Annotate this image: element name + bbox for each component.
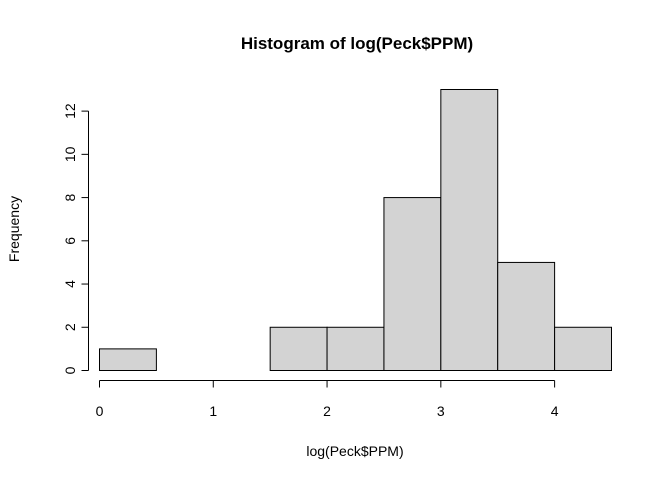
histogram-bar — [383, 197, 442, 371]
histogram-bar — [99, 348, 157, 371]
y-tick-label: 6 — [62, 237, 78, 245]
y-axis: 0 2 4 6 8 10 12 — [62, 103, 89, 374]
histogram-bar — [554, 326, 612, 371]
chart-title: Histogram of log(Peck$PPM) — [241, 34, 473, 53]
histogram-bar — [326, 326, 385, 371]
x-axis: 0 1 2 3 4 — [96, 380, 559, 419]
y-tick-label: 0 — [62, 366, 78, 374]
y-axis-label: Frequency — [6, 196, 22, 262]
x-tick-label: 1 — [209, 403, 217, 419]
histogram-bar — [440, 89, 499, 371]
histogram-bar — [497, 261, 556, 371]
x-tick-label: 2 — [323, 403, 331, 419]
x-tick-label: 0 — [96, 403, 104, 419]
x-tick-label: 4 — [551, 403, 559, 419]
y-tick-label: 2 — [62, 323, 78, 331]
x-tick-label: 3 — [437, 403, 445, 419]
y-tick-label: 4 — [62, 280, 78, 288]
bars-group — [99, 89, 612, 371]
y-tick-label: 10 — [62, 146, 78, 162]
y-tick-label: 8 — [62, 193, 78, 201]
x-axis-label: log(Peck$PPM) — [306, 443, 403, 459]
histogram-bar — [269, 326, 328, 371]
y-tick-label: 12 — [62, 103, 78, 119]
